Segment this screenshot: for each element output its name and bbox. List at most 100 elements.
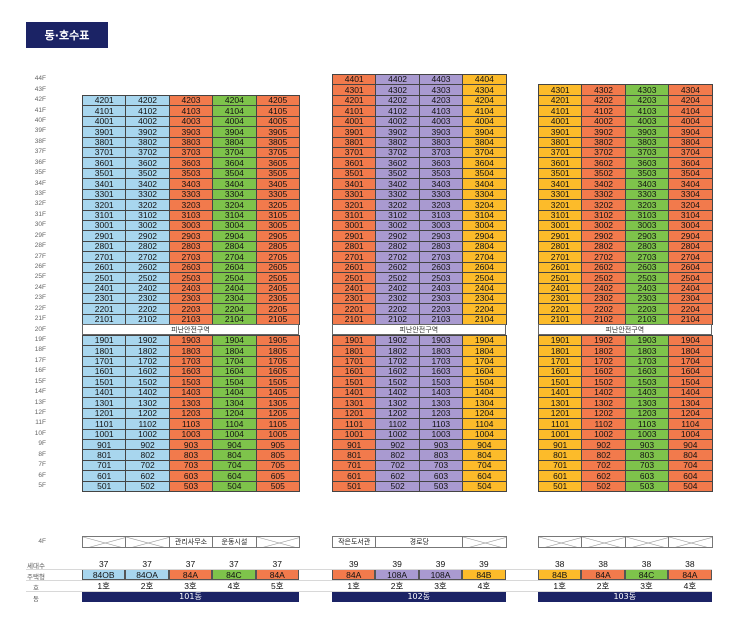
floor-label: 34F (34, 179, 46, 187)
unit-cell[interactable]: 501 (332, 480, 377, 493)
empty-facility-cell (538, 536, 583, 548)
floor-label: 39F (34, 127, 46, 135)
unit-type: 84B (462, 569, 506, 580)
unit-cell[interactable]: 502 (125, 480, 170, 493)
unit-type: 84OA (125, 569, 169, 580)
floor-label: 5F (38, 481, 46, 489)
unit-cell[interactable]: 503 (168, 480, 214, 493)
unit-type: 84A (168, 569, 213, 580)
floor-label: 16F (34, 367, 46, 375)
floor-label: 27F (34, 252, 46, 260)
refuge-floor-band: 피난안전구역 (332, 324, 506, 335)
row-divider (26, 591, 712, 592)
floor-label: 43F (34, 85, 46, 93)
unit-cell[interactable]: 502 (375, 480, 420, 493)
households-count: 38 (641, 558, 652, 569)
empty-facility-cell (462, 536, 507, 548)
cross-mark-icon (256, 537, 299, 547)
floor-label: 29F (34, 231, 46, 239)
households-count: 39 (392, 558, 402, 569)
refuge-floor-band: 피난안전구역 (82, 324, 299, 335)
line-number: 4호 (477, 580, 491, 591)
building-name: 103동 (538, 591, 712, 602)
line-number: 1호 (97, 580, 110, 591)
floor-label: 36F (34, 158, 46, 166)
floor-label: 37F (34, 148, 46, 156)
unit-type: 84C (212, 569, 256, 580)
unit-type: 84A (332, 569, 376, 580)
floor-label: 40F (34, 116, 46, 124)
floor-label: 42F (34, 96, 46, 104)
floor-label: 18F (34, 346, 46, 354)
households-count: 37 (98, 558, 109, 569)
floor-label: 26F (34, 262, 46, 270)
cross-mark-icon (463, 537, 506, 547)
floor-label: 33F (34, 189, 46, 197)
unit-cell[interactable]: 502 (581, 480, 626, 493)
line-number: 1호 (347, 580, 360, 591)
empty-facility-cell (624, 536, 670, 548)
line-number: 2호 (596, 580, 610, 591)
empty-facility-cell (82, 536, 127, 548)
households-label: 세대수 (27, 562, 45, 570)
cross-mark-icon (539, 537, 582, 547)
floor-label: 25F (34, 273, 46, 281)
unit-cell[interactable]: 501 (82, 480, 127, 493)
unit-cell[interactable]: 501 (538, 480, 583, 493)
facility-cell: 운동시설 (212, 536, 257, 548)
line-number: 1호 (553, 580, 566, 591)
line-label: 호 (33, 584, 39, 592)
floor-label: 31F (34, 210, 46, 218)
cross-mark-icon (126, 537, 169, 547)
households-count: 37 (272, 558, 283, 569)
floor-label: 7F (38, 461, 46, 469)
row-divider (26, 580, 712, 581)
empty-facility-cell (255, 536, 300, 548)
line-number: 4호 (227, 580, 241, 591)
unit-cell[interactable]: 503 (418, 480, 464, 493)
floor-label: 24F (34, 283, 46, 291)
unit-type: 84A (255, 569, 299, 580)
unit-type: 84A (668, 569, 712, 580)
households-count: 39 (348, 558, 359, 569)
building-name: 101동 (82, 591, 299, 602)
floor-label: 12F (34, 408, 46, 416)
building-name: 102동 (332, 591, 506, 602)
empty-facility-cell (668, 536, 713, 548)
empty-facility-cell (581, 536, 626, 548)
line-number: 3호 (184, 580, 197, 591)
households-count: 39 (435, 558, 446, 569)
cross-mark-icon (625, 537, 669, 547)
unit-cell[interactable]: 504 (462, 480, 507, 493)
unit-type: 84B (538, 569, 582, 580)
floor-label: 28F (34, 242, 46, 250)
floor-label: 6F (38, 471, 46, 479)
building-label: 동 (33, 595, 39, 603)
line-number: 2호 (140, 580, 154, 591)
facility-cell: 경로당 (375, 536, 464, 548)
unit-cell[interactable]: 505 (255, 480, 300, 493)
floor-label: 17F (34, 356, 46, 364)
floor-label: 11F (35, 419, 46, 427)
floor-label: 35F (34, 169, 46, 177)
floor-label: 21F (34, 315, 46, 323)
floor-label: 9F (38, 440, 46, 448)
floor-label: 23F (34, 294, 46, 302)
households-count: 38 (685, 558, 695, 569)
line-number: 3호 (640, 580, 653, 591)
unit-type: 108A (418, 569, 463, 580)
floor-label: 13F (34, 398, 46, 406)
floor-label: 14F (34, 388, 46, 396)
line-number: 3호 (434, 580, 447, 591)
page-title: 동·호수표 (26, 22, 108, 48)
floor-label: 22F (34, 304, 46, 312)
unit-cell[interactable]: 503 (624, 480, 670, 493)
facility-cell: 작은도서관 (332, 536, 377, 548)
unit-type: 84C (624, 569, 669, 580)
floor-label: 8F (38, 450, 46, 458)
cross-mark-icon (83, 537, 126, 547)
households-count: 37 (142, 558, 152, 569)
unit-cell[interactable]: 504 (212, 480, 257, 493)
unit-cell[interactable]: 504 (668, 480, 713, 493)
facility-cell: 관리사무소 (168, 536, 214, 548)
